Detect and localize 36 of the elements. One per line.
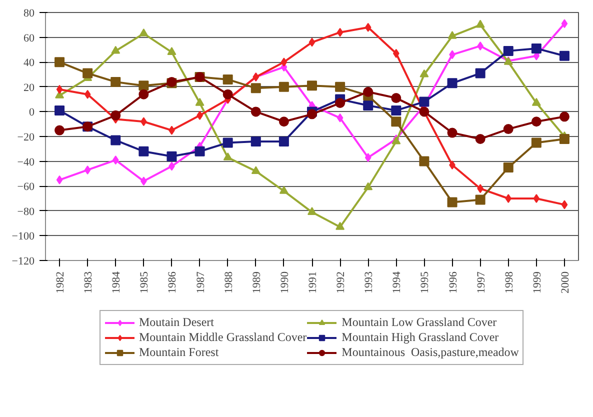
x-tick-label: 1982: [54, 272, 67, 294]
x-tick-label: 1986: [166, 271, 179, 294]
legend-label: Mountain Middle Grassland Cover: [139, 330, 307, 345]
x-tick-label: 1989: [250, 271, 263, 294]
y-tick-label: −120: [12, 256, 35, 268]
y-tick-label: −100: [12, 230, 35, 243]
legend-label: Mountain Low Grassland Cover: [342, 315, 497, 330]
x-tick-label: 1997: [475, 271, 488, 294]
legend-label: Mountainous Oasis,pasture,meadow: [342, 345, 519, 360]
y-tick-label: 40: [24, 57, 35, 70]
y-tick-label: −60: [17, 181, 35, 194]
x-tick-label: 1984: [110, 271, 123, 294]
legend-label: Moutain Desert: [139, 315, 214, 330]
x-tick-label: 1996: [447, 271, 460, 294]
y-tick-label: −80: [17, 206, 35, 218]
y-tick-label: 20: [24, 82, 35, 94]
x-tick-label: 1988: [222, 271, 235, 294]
y-tick-label: 0: [29, 106, 35, 119]
x-tick-label: 2000: [559, 271, 572, 294]
x-tick-label: 1985: [138, 271, 151, 294]
x-tick-label: 1987: [194, 271, 207, 294]
x-tick-label: 1990: [278, 271, 291, 294]
x-tick-label: 1995: [419, 271, 432, 294]
y-tick-label: 80: [24, 8, 35, 20]
y-tick-label: −20: [17, 132, 35, 144]
x-tick-label: 1999: [531, 271, 544, 294]
x-tick-label: 1993: [363, 271, 376, 294]
y-tick-label: 60: [24, 32, 35, 44]
legend-label: Mountain Forest: [139, 345, 219, 360]
x-tick-label: 1992: [335, 272, 348, 294]
x-tick-label: 1994: [391, 271, 404, 294]
x-tick-label: 1983: [82, 271, 95, 294]
legend-label: Mountain High Grassland Cover: [342, 330, 499, 345]
x-tick-label: 1991: [307, 272, 319, 294]
y-tick-label: −40: [17, 156, 35, 168]
x-tick-label: 1998: [503, 271, 516, 294]
